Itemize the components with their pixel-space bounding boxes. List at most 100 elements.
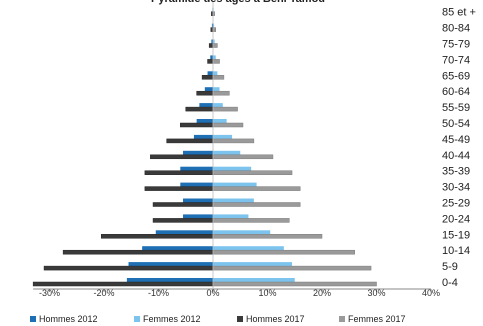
bar-hommes-2017-15-19 xyxy=(101,234,214,239)
bar-femmes-2012-60-64 xyxy=(213,87,220,92)
age-label: 85 et + xyxy=(442,7,476,19)
bar-hommes-2012-60-64 xyxy=(204,87,213,92)
x-tick-label: 40% xyxy=(422,288,440,298)
bar-femmes-2017-60-64 xyxy=(212,90,230,96)
bar-hommes-2012-50-54 xyxy=(196,119,213,123)
bar-femmes-2012-0-4 xyxy=(213,278,295,282)
bar-femmes-2012-80-84 xyxy=(213,23,215,28)
bar-hommes-2017-0-4 xyxy=(32,281,214,287)
bar-femmes-2017-80-84 xyxy=(212,27,216,32)
bar-femmes-2012-55-59 xyxy=(213,103,223,108)
bar-hommes-2012-15-19 xyxy=(155,230,213,235)
bar-hommes-2017-10-14 xyxy=(62,249,214,255)
age-label: 10-14 xyxy=(442,245,470,257)
age-label: 5-9 xyxy=(442,261,458,273)
x-tick-label: -20% xyxy=(93,288,114,298)
bar-femmes-2017-50-54 xyxy=(212,122,244,128)
bar-femmes-2012-15-19 xyxy=(213,230,271,235)
bar-femmes-2017-25-29 xyxy=(212,202,301,207)
bar-femmes-2012-10-14 xyxy=(213,246,284,251)
age-label: 75-79 xyxy=(442,39,470,51)
age-label: 80-84 xyxy=(442,23,470,35)
legend-swatch xyxy=(134,316,140,322)
legend: Hommes 2012 Femmes 2012 Hommes 2017 Femmes … xyxy=(30,314,406,324)
bar-femmes-2012-40-44 xyxy=(213,150,241,155)
bar-hommes-2012-35-39 xyxy=(180,166,213,171)
bar-hommes-2012-25-29 xyxy=(183,198,213,203)
x-tick-label: 0% xyxy=(206,288,219,298)
age-label: 20-24 xyxy=(442,213,470,225)
age-label: 35-39 xyxy=(442,166,470,178)
x-tick-label: -10% xyxy=(148,288,169,298)
bar-femmes-2017-75-79 xyxy=(212,43,218,48)
bar-hommes-2012-80-84 xyxy=(211,23,213,28)
age-label: 70-74 xyxy=(442,54,470,66)
bar-hommes-2012-55-59 xyxy=(199,103,213,108)
bar-hommes-2012-45-49 xyxy=(193,134,213,139)
bar-femmes-2017-45-49 xyxy=(212,138,255,144)
x-axis: -30% -20% -10% 0% 10% 20% 30% 40% xyxy=(33,2,440,298)
legend-swatch xyxy=(339,316,345,322)
bar-femmes-2017-30-34 xyxy=(212,186,301,191)
legend-swatch xyxy=(30,316,36,322)
bar-hommes-2017-30-34 xyxy=(144,186,214,191)
age-label: 25-29 xyxy=(442,198,470,210)
bar-hommes-2017-60-64 xyxy=(196,90,214,96)
age-label: 15-19 xyxy=(442,229,470,241)
bar-femmes-2012-65-69 xyxy=(213,71,218,76)
bar-femmes-2017-10-14 xyxy=(212,249,355,255)
bar-hommes-2017-55-59 xyxy=(185,106,214,112)
bar-hommes-2017-5-9 xyxy=(43,265,214,271)
age-label: 0-4 xyxy=(442,277,458,289)
bar-femmes-2017-20-24 xyxy=(212,218,290,223)
bar-hommes-2012-5-9 xyxy=(128,262,213,267)
bar-hommes-2017-40-44 xyxy=(150,154,214,160)
bar-hommes-2017-25-29 xyxy=(152,202,214,207)
bar-hommes-2012-40-44 xyxy=(183,150,213,155)
bar-hommes-2012-30-34 xyxy=(180,182,213,187)
bar-femmes-2017-0-4 xyxy=(212,281,377,287)
bar-femmes-2017-65-69 xyxy=(212,75,225,80)
bar-femmes-2017-70-74 xyxy=(212,59,220,64)
bar-hommes-2012-65-69 xyxy=(207,71,213,76)
bar-hommes-2012-10-14 xyxy=(142,246,213,251)
bar-femmes-2017-15-19 xyxy=(212,234,323,239)
chart-title-text: Pyramide des âges à Beni Tamou xyxy=(151,0,325,5)
bar-hommes-2012-20-24 xyxy=(183,214,213,219)
legend-label: Femmes 2012 xyxy=(143,314,201,324)
bar-hommes-2017-50-54 xyxy=(180,122,214,128)
bar-hommes-2017-75-79 xyxy=(208,43,214,48)
age-label: 40-44 xyxy=(442,150,470,162)
bar-femmes-2012-70-74 xyxy=(213,55,216,60)
bar-hommes-2017-35-39 xyxy=(144,170,214,175)
bar-femmes-2012-50-54 xyxy=(213,119,227,123)
age-label: 30-34 xyxy=(442,182,470,194)
x-tick-label: 10% xyxy=(258,288,276,298)
chart-title: Pyramide des âges à Beni Tamou xyxy=(151,0,325,5)
bar-hommes-2017-20-24 xyxy=(152,218,214,223)
bar-femmes-2017-40-44 xyxy=(212,154,274,160)
bar-hommes-2017-45-49 xyxy=(166,138,214,144)
legend-swatch xyxy=(237,316,243,322)
bar-femmes-2012-20-24 xyxy=(213,214,249,219)
x-tick-label: -30% xyxy=(39,288,60,298)
bar-hommes-2012-70-74 xyxy=(210,55,213,60)
x-tick-label: 20% xyxy=(313,288,331,298)
bar-femmes-2012-45-49 xyxy=(213,134,233,139)
bar-femmes-2017-5-9 xyxy=(212,265,372,271)
bars-layer xyxy=(32,7,377,287)
bar-femmes-2012-35-39 xyxy=(213,166,252,171)
age-label: 50-54 xyxy=(442,118,470,130)
x-tick-label: 30% xyxy=(367,288,385,298)
bar-femmes-2017-35-39 xyxy=(212,170,293,175)
bar-hommes-2017-65-69 xyxy=(201,75,214,80)
bar-femmes-2012-25-29 xyxy=(213,198,254,203)
bar-hommes-2012-75-79 xyxy=(211,39,213,44)
legend-label: Hommes 2017 xyxy=(246,314,305,324)
bar-femmes-2012-30-34 xyxy=(213,182,257,187)
bar-hommes-2012-0-4 xyxy=(126,278,213,282)
legend-label: Hommes 2012 xyxy=(39,314,98,324)
bar-femmes-2017-55-59 xyxy=(212,106,238,112)
age-labels: 0-4 5-9 10-14 15-19 20-24 25-29 30-34 35-39 40-4… xyxy=(442,7,476,289)
